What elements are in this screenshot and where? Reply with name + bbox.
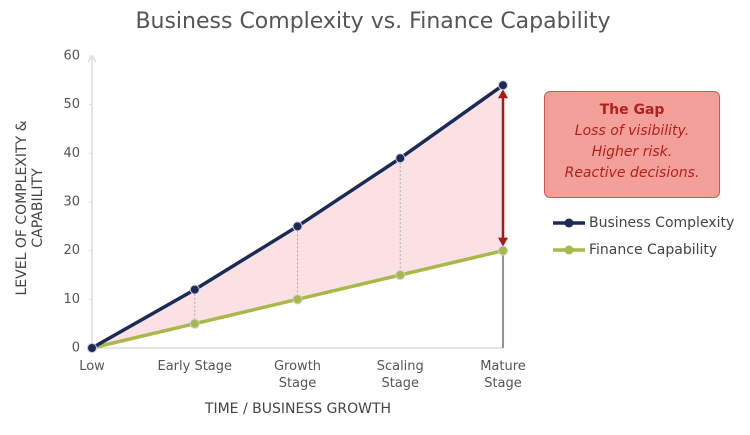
gap-line: Higher risk. bbox=[591, 144, 673, 160]
y-tick-label: 0 bbox=[72, 341, 80, 356]
x-tick-label: Scaling Stage bbox=[376, 359, 424, 391]
gap-title: The Gap bbox=[599, 102, 665, 118]
legend-marker bbox=[564, 218, 574, 228]
y-tick-label: 20 bbox=[63, 243, 80, 258]
data-point bbox=[498, 80, 508, 91]
x-tick-label: Low bbox=[79, 359, 105, 374]
x-axis-title: TIME / BUSINESS GROWTH bbox=[204, 401, 391, 417]
gap-area bbox=[92, 85, 503, 348]
legend-label: Finance Capability bbox=[589, 242, 717, 258]
legend-marker bbox=[564, 245, 574, 255]
y-tick-label: 10 bbox=[63, 292, 80, 307]
x-tick-label: Growth Stage bbox=[273, 359, 322, 391]
gap-arrow-head bbox=[498, 89, 508, 99]
chart-title: Business Complexity vs. Finance Capabili… bbox=[135, 9, 610, 34]
data-point bbox=[87, 343, 97, 353]
x-tick-label: Early Stage bbox=[157, 359, 233, 374]
data-point bbox=[395, 153, 406, 164]
y-tick-label: 30 bbox=[63, 195, 80, 210]
y-tick-label: 50 bbox=[63, 97, 80, 112]
gap-line: Reactive decisions. bbox=[564, 165, 700, 181]
data-point bbox=[498, 245, 508, 256]
data-point bbox=[292, 221, 303, 232]
x-tick-label: Mature Stage bbox=[480, 359, 526, 391]
gap-arrow-head bbox=[498, 237, 508, 247]
legend-label: Business Complexity bbox=[589, 215, 734, 231]
data-point bbox=[189, 284, 200, 295]
y-tick-label: 40 bbox=[63, 146, 80, 161]
gap-annotation: The Gap Loss of visibility. Higher risk.… bbox=[544, 91, 720, 198]
y-axis-title: LEVEL OF COMPLEXITY & CAPABILITY bbox=[14, 120, 46, 296]
gap-line: Loss of visibility. bbox=[574, 123, 690, 139]
data-point bbox=[189, 318, 200, 329]
data-point bbox=[395, 270, 406, 280]
y-tick-label: 60 bbox=[63, 49, 80, 64]
data-point bbox=[292, 294, 303, 305]
